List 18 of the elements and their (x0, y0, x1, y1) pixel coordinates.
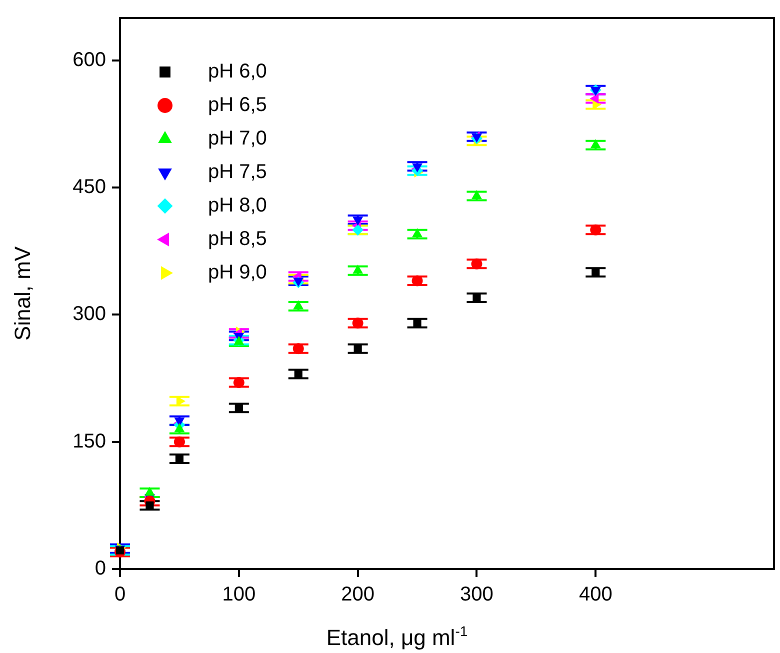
legend-label: pH 8,5 (208, 228, 267, 250)
y-axis-title: Sinal, mV (10, 246, 35, 341)
x-tick-label: 0 (114, 584, 126, 606)
x-tick-label: 100 (222, 584, 256, 606)
y-tick-label: 0 (94, 558, 106, 580)
y-tick-label: 600 (72, 48, 106, 71)
legend-label: pH 9,0 (208, 262, 267, 284)
legend-label: pH 8,0 (208, 194, 267, 217)
legend-label: pH 7,5 (208, 161, 267, 184)
legend-label: pH 6,5 (208, 94, 267, 116)
y-tick-label: 450 (72, 176, 106, 198)
y-tick-label: 150 (72, 430, 106, 452)
legend-label: pH 6,0 (208, 60, 267, 83)
x-tick-label: 400 (578, 584, 612, 606)
y-tick-label: 300 (72, 303, 106, 326)
x-tick-label: 200 (341, 584, 375, 606)
legend-label: pH 7,0 (208, 128, 267, 150)
x-tick-label: 300 (460, 584, 494, 606)
